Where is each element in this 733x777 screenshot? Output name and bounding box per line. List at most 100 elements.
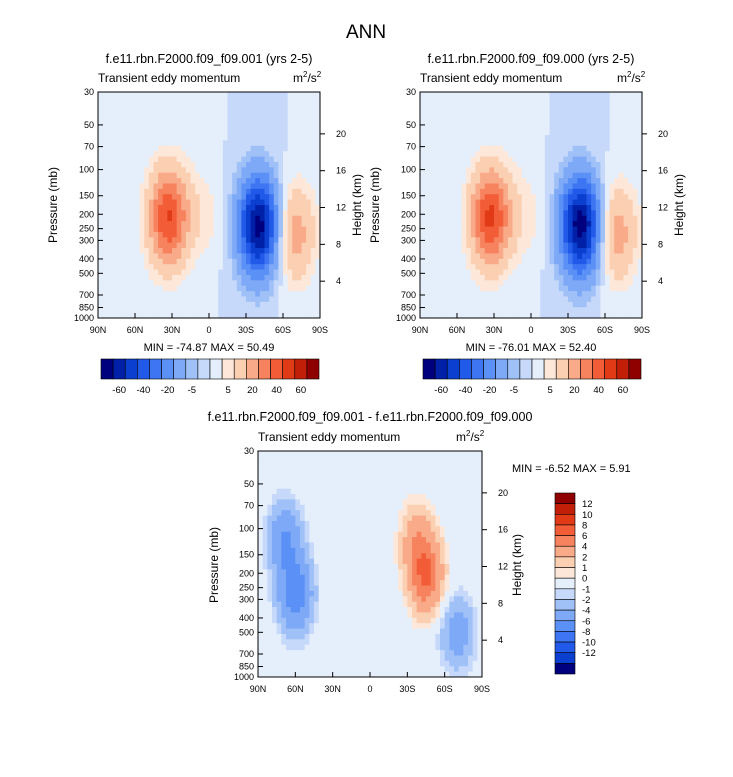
heatmap-cell [540, 140, 545, 146]
heatmap-cell [265, 286, 270, 292]
heatmap-cell [302, 114, 307, 120]
heatmap-cell [550, 286, 555, 292]
heatmap-cell [591, 227, 596, 233]
heatmap-cell [568, 307, 573, 313]
heatmap-cell [323, 467, 328, 473]
heatmap-cell [302, 124, 307, 130]
heatmap-cell [494, 140, 499, 146]
heatmap-cell [103, 205, 108, 211]
heatmap-cell [526, 114, 531, 120]
heatmap-cell [311, 103, 316, 109]
heatmap-cell [260, 243, 265, 249]
heatmap-cell [439, 243, 444, 249]
heatmap-cell [295, 505, 300, 511]
heatmap-cell [342, 473, 347, 479]
heatmap-cell [288, 140, 293, 146]
heatmap-cell [503, 130, 508, 136]
heatmap-cell [462, 216, 467, 222]
colorbar-label: -60 [434, 385, 448, 396]
heatmap-cell [485, 275, 490, 281]
heatmap-cell [246, 97, 251, 103]
heatmap-cell [628, 103, 633, 109]
heatmap-cell [209, 162, 214, 168]
heatmap-cell [255, 270, 260, 276]
heatmap-cell [265, 114, 270, 120]
heatmap-cell [624, 146, 629, 152]
heatmap-cell [149, 130, 154, 136]
heatmap-cell [323, 483, 328, 489]
heatmap-cell [218, 189, 223, 195]
heatmap-cell [600, 200, 605, 206]
heatmap-cell [619, 296, 624, 302]
heatmap-cell [494, 296, 499, 302]
heatmap-cell [200, 108, 205, 114]
heatmap-cell [107, 119, 112, 125]
heatmap-cell [223, 183, 228, 189]
heatmap-cell [596, 108, 601, 114]
heatmap-cell [582, 140, 587, 146]
heatmap-cell [218, 124, 223, 130]
heatmap-cell [503, 114, 508, 120]
heatmap-cell [485, 237, 490, 243]
heatmap-cell [107, 210, 112, 216]
heatmap-cell [476, 151, 481, 157]
heatmap-cell [291, 499, 296, 505]
heatmap-cell [255, 259, 260, 265]
heatmap-cell [292, 243, 297, 249]
panel-2-ylabel-right: Height (km) [672, 174, 686, 236]
heatmap-cell [186, 280, 191, 286]
heatmap-cell [191, 205, 196, 211]
heatmap-cell [610, 307, 615, 313]
heatmap-cell [342, 478, 347, 484]
heatmap-cell [218, 108, 223, 114]
heatmap-cell [323, 532, 328, 538]
heatmap-cell [365, 467, 370, 473]
heatmap-cell [462, 248, 467, 254]
heatmap-cell [144, 270, 149, 276]
heatmap-cell [503, 157, 508, 163]
heatmap-cell [107, 183, 112, 189]
heatmap-cell [485, 227, 490, 233]
heatmap-cell [434, 135, 439, 141]
heatmap-cell [117, 221, 122, 227]
heatmap-cell [126, 135, 131, 141]
heatmap-cell [554, 189, 559, 195]
heatmap-cell [587, 307, 592, 313]
heatmap-cell [251, 119, 256, 125]
heatmap-cell [200, 270, 205, 276]
heatmap-cell [144, 173, 149, 179]
heatmap-cell [384, 516, 389, 522]
heatmap-cell [633, 97, 638, 103]
heatmap-cell [228, 124, 233, 130]
heatmap-cell [149, 253, 154, 259]
heatmap-cell [463, 478, 468, 484]
heatmap-cell [610, 253, 615, 259]
y-tick-label: 700 [401, 290, 416, 300]
heatmap-cell [445, 526, 450, 532]
heatmap-cell [389, 521, 394, 527]
heatmap-cell [508, 221, 513, 227]
heatmap-cell [425, 130, 430, 136]
heatmap-cell [163, 151, 168, 157]
heatmap-cell [485, 189, 490, 195]
heatmap-cell [288, 270, 293, 276]
heatmap-cell [568, 167, 573, 173]
heatmap-cell [494, 162, 499, 168]
heatmap-cell [177, 162, 182, 168]
heatmap-cell [292, 97, 297, 103]
heatmap-cell [545, 248, 550, 254]
heatmap-cell [431, 462, 436, 468]
heatmap-cell [154, 205, 159, 211]
heatmap-cell [135, 302, 140, 308]
heatmap-cell [186, 183, 191, 189]
heatmap-cell [398, 516, 403, 522]
heatmap-cell [241, 178, 246, 184]
heatmap-cell [389, 462, 394, 468]
heatmap-cell [258, 494, 263, 500]
heatmap-cell [466, 253, 471, 259]
colorbar-swatch [101, 359, 113, 379]
heatmap-cell [223, 151, 228, 157]
heatmap-cell [545, 178, 550, 184]
heatmap-cell [513, 210, 518, 216]
